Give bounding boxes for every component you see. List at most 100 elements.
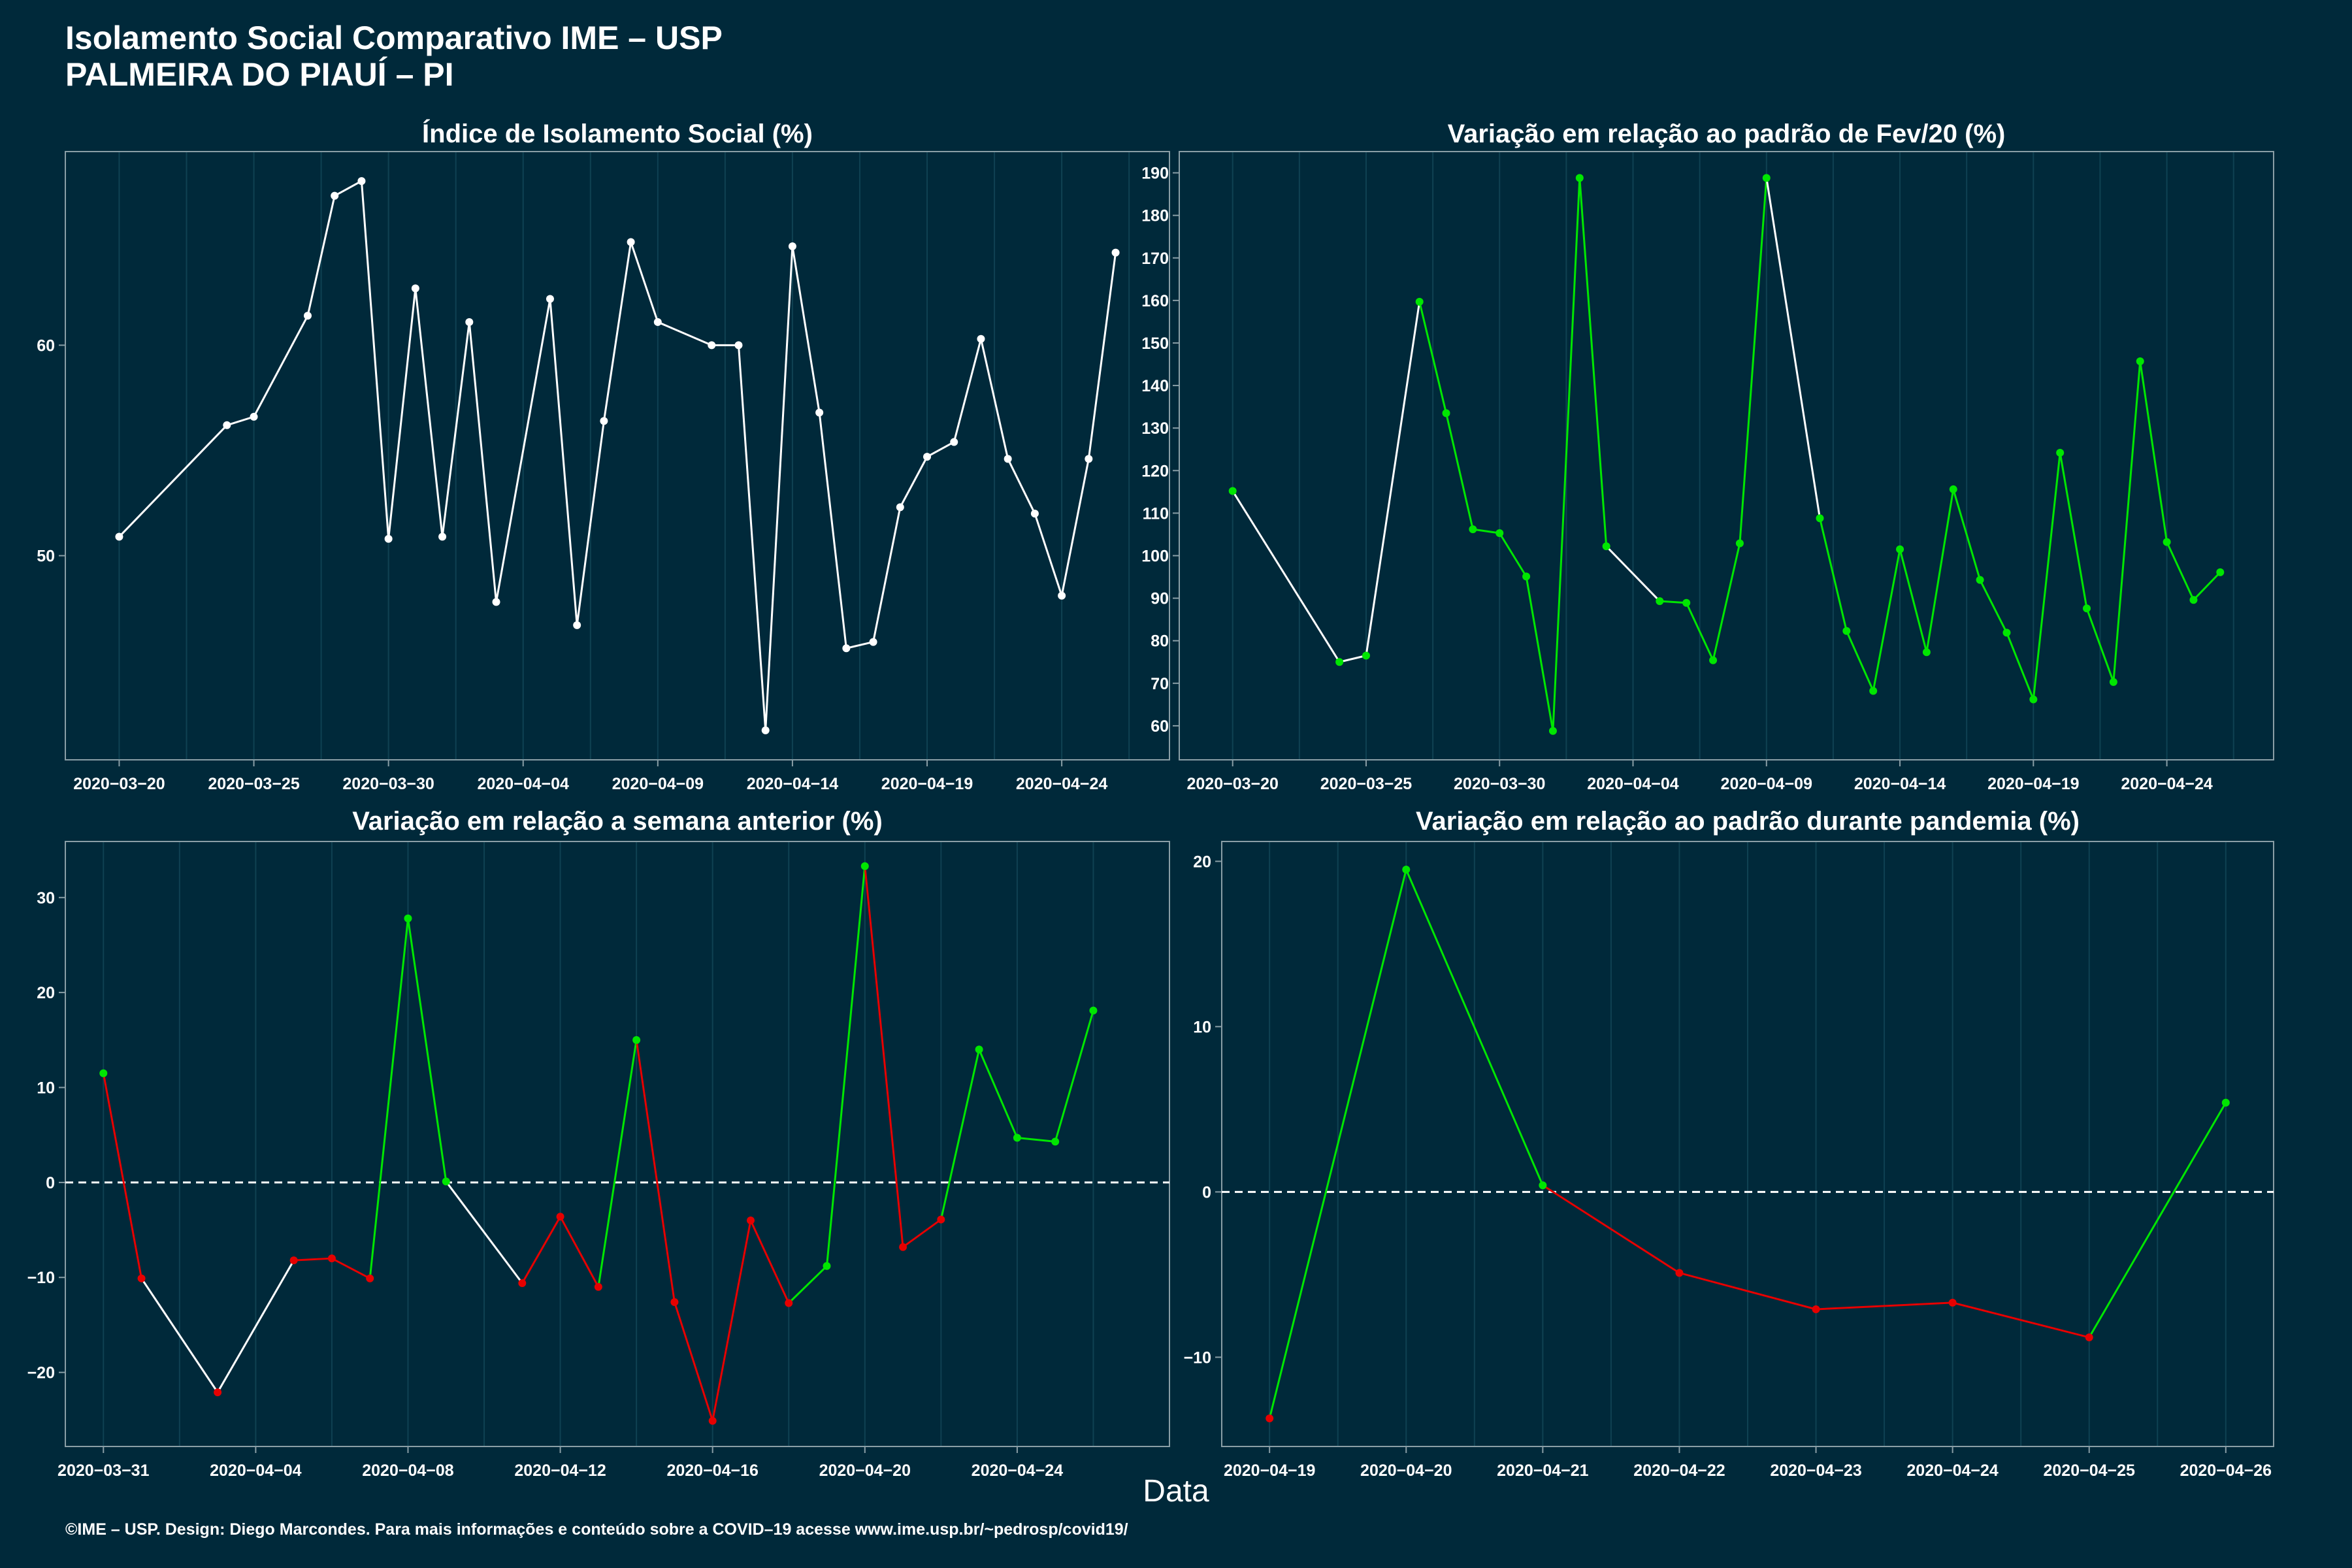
x-tick-label: 2020−04−24 xyxy=(1906,1462,1999,1480)
data-point xyxy=(977,335,985,343)
series-segment xyxy=(2166,542,2195,600)
series-segment xyxy=(657,321,712,346)
data-point xyxy=(1976,576,1984,584)
y-tick-label: 90 xyxy=(1151,590,1169,608)
plot-frame xyxy=(65,841,1170,1447)
x-tick-label: 2020−04−09 xyxy=(612,775,704,793)
y-tick-label: 50 xyxy=(37,547,55,566)
series-segment xyxy=(406,918,448,1182)
y-tick-label: 60 xyxy=(1151,717,1169,736)
page-subtitle-location: PALMEIRA DO PIAUÍ – PI xyxy=(65,56,454,93)
y-tick-label: 140 xyxy=(1141,377,1169,395)
data-point xyxy=(1709,656,1718,664)
data-point xyxy=(2056,448,2065,457)
series-segment xyxy=(253,315,309,417)
y-tick-label: 130 xyxy=(1141,419,1169,438)
x-axis-label: Data xyxy=(1143,1474,1209,1509)
data-point xyxy=(1402,866,1411,874)
series-segment xyxy=(1979,579,2008,634)
series-segment xyxy=(495,299,551,602)
data-point xyxy=(1869,687,1878,695)
series-segment xyxy=(2085,608,2115,683)
footer-credits: ©IME – USP. Design: Diego Marcondes. Par… xyxy=(65,1520,1128,1539)
data-point xyxy=(2221,1098,2230,1107)
series-segment xyxy=(2088,1102,2227,1338)
data-point xyxy=(1335,658,1344,666)
data-point xyxy=(2002,629,2011,637)
data-point xyxy=(708,341,716,350)
series-segment xyxy=(1405,869,1544,1186)
y-tick-label: −20 xyxy=(27,1364,55,1382)
series-segment xyxy=(864,866,904,1247)
data-point xyxy=(815,408,824,417)
series-segment xyxy=(368,918,409,1279)
series-segment xyxy=(2193,571,2221,601)
series-segment xyxy=(1418,301,1447,414)
data-point xyxy=(1842,627,1851,635)
data-point xyxy=(1812,1305,1820,1314)
series-segment xyxy=(1473,528,1500,534)
series-segment xyxy=(902,1218,942,1248)
x-tick-label: 2020−04−24 xyxy=(2121,775,2213,793)
series-segment xyxy=(630,242,659,323)
data-point xyxy=(357,177,366,186)
y-tick-label: 190 xyxy=(1141,165,1169,183)
data-point xyxy=(1030,510,1039,518)
series-segment xyxy=(602,242,632,421)
x-tick-label: 2020−04−24 xyxy=(972,1462,1064,1480)
series-segment xyxy=(1925,489,1955,653)
series-segment xyxy=(1034,513,1063,596)
data-point xyxy=(250,412,258,421)
data-point xyxy=(823,1262,831,1270)
data-point xyxy=(950,438,958,446)
y-tick-label: 100 xyxy=(1141,547,1169,565)
y-tick-label: 150 xyxy=(1141,335,1169,353)
series-segment xyxy=(1578,178,1608,547)
data-point xyxy=(2136,357,2144,365)
data-point xyxy=(1896,545,1904,553)
data-point xyxy=(1013,1134,1021,1142)
data-point xyxy=(1089,1006,1098,1015)
x-tick-label: 2020−03−30 xyxy=(1454,775,1545,793)
data-point xyxy=(303,312,312,320)
data-point xyxy=(442,1177,450,1186)
chart-title: Variação em relação ao padrão de Fev/20 … xyxy=(1448,120,2006,148)
series-segment xyxy=(1679,1271,1816,1311)
series-segment xyxy=(559,1216,600,1288)
data-point xyxy=(214,1388,222,1397)
series-segment xyxy=(1685,602,1714,661)
series-segment xyxy=(306,195,336,316)
data-point xyxy=(1111,248,1120,257)
data-point xyxy=(289,1256,298,1265)
data-point xyxy=(670,1298,679,1307)
series-segment xyxy=(788,1265,828,1304)
series-segment xyxy=(2032,452,2061,700)
series-segment xyxy=(1659,600,1687,604)
data-point xyxy=(1495,529,1504,537)
data-point xyxy=(937,1215,945,1224)
series-segment xyxy=(1232,490,1341,663)
series-segment xyxy=(441,321,470,537)
x-tick-label: 2020−04−14 xyxy=(747,775,839,793)
data-point xyxy=(1949,485,1957,493)
data-point xyxy=(2163,538,2171,546)
series-segment xyxy=(2006,632,2034,700)
series-segment xyxy=(2112,361,2142,682)
series-segment xyxy=(1087,252,1117,459)
series-segment xyxy=(1268,869,1407,1419)
x-tick-label: 2020−03−20 xyxy=(1186,775,1278,793)
series-segment xyxy=(1605,546,1661,602)
x-tick-label: 2020−04−19 xyxy=(1987,775,2079,793)
data-point xyxy=(1522,572,1531,581)
data-point xyxy=(860,862,869,870)
series-segment xyxy=(711,1220,752,1422)
series-segment xyxy=(1525,576,1554,731)
data-point xyxy=(556,1213,564,1221)
y-tick-label: −10 xyxy=(27,1269,55,1287)
data-point xyxy=(746,1217,755,1225)
data-point xyxy=(1415,297,1424,306)
x-tick-label: 2020−04−09 xyxy=(1721,775,1812,793)
series-segment xyxy=(1060,459,1090,596)
data-point xyxy=(2083,604,2091,613)
series-segment xyxy=(1365,301,1421,656)
